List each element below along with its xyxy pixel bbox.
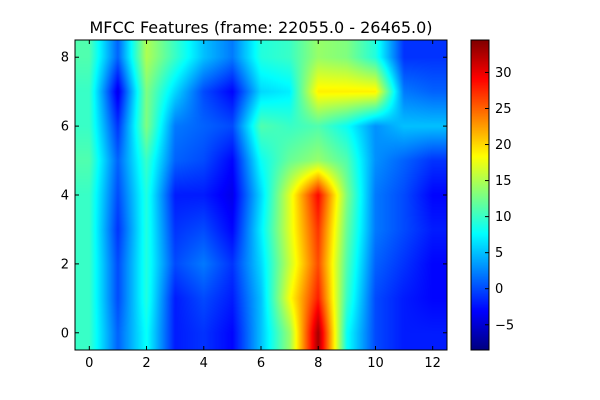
colorbar-axis: −5 0 5 10 15 20 25 30 — [485, 66, 514, 333]
x-tick-label: 6 — [257, 356, 265, 371]
chart-title: MFCC Features (frame: 22055.0 - 26465.0) — [90, 18, 433, 37]
y-tick-label: 8 — [61, 51, 69, 66]
y-axis: 0 2 4 6 8 — [61, 51, 447, 341]
heatmap-canvas — [75, 40, 447, 350]
colorbar: −5 0 5 10 15 20 25 30 — [470, 39, 514, 351]
heatmap-area — [74, 39, 448, 351]
colorbar-tick-label: 30 — [495, 66, 512, 81]
x-tick-label: 4 — [200, 356, 208, 371]
x-tick-label: 10 — [367, 356, 384, 371]
x-tick-label: 0 — [85, 356, 93, 371]
colorbar-gradient — [471, 40, 489, 350]
y-tick-label: 4 — [61, 189, 69, 204]
y-tick-label: 0 — [61, 326, 69, 341]
colorbar-tick-label: 10 — [495, 210, 512, 225]
colorbar-tick-label: 25 — [495, 102, 512, 117]
x-tick-label: 2 — [142, 356, 150, 371]
colorbar-tick-label: 0 — [495, 282, 503, 297]
colorbar-tick-label: 20 — [495, 138, 512, 153]
colorbar-tick-label: 5 — [495, 246, 503, 261]
y-tick-label: 6 — [61, 120, 69, 135]
colorbar-frame — [470, 39, 490, 351]
x-tick-label: 12 — [424, 356, 441, 371]
colorbar-tick-label: 15 — [495, 174, 512, 189]
x-tick-label: 8 — [314, 356, 322, 371]
colorbar-tick-label: −5 — [495, 318, 514, 333]
y-tick-label: 2 — [61, 257, 69, 272]
x-axis: 0 2 4 6 8 10 12 — [85, 40, 441, 371]
